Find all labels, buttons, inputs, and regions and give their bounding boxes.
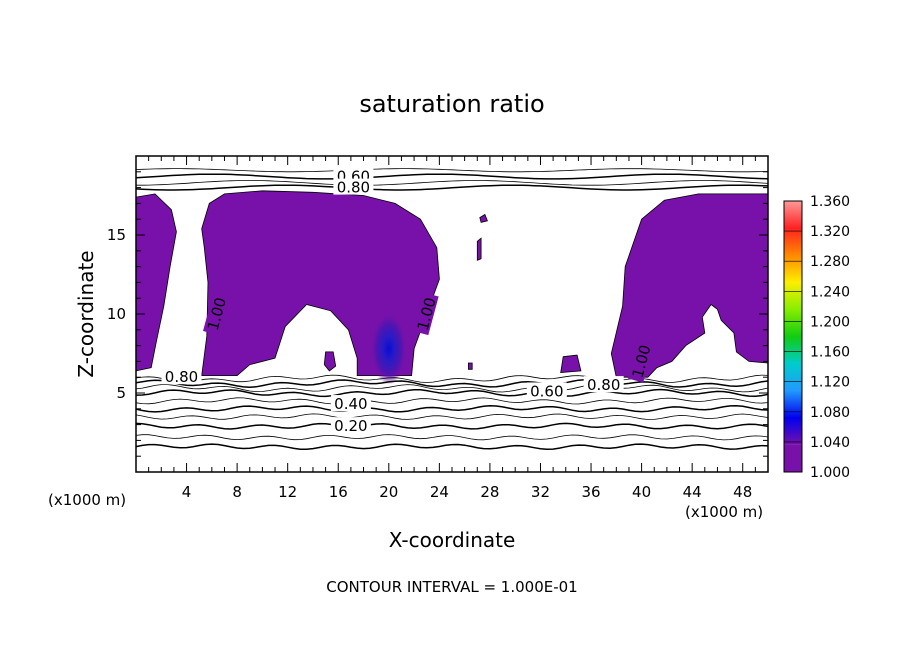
x-axis-ticks: 4 8 12 16 20 24 28 32 36 40 44 48 <box>148 156 756 501</box>
isoline-13 <box>136 168 768 173</box>
isoline-1 <box>136 434 768 441</box>
x-tick-label: 12 <box>278 483 297 501</box>
x-tick-label: 20 <box>379 483 398 501</box>
z-units-label: (x1000 m) <box>48 491 126 509</box>
x-tick-label: 36 <box>581 483 600 501</box>
colorbar-label: 1.120 <box>810 375 850 391</box>
contour-labels: 0.600.801.00 1.001.000.800.60 0.800.400.20 <box>161 167 655 435</box>
isoline-11 <box>136 180 768 186</box>
y-tick-label: 10 <box>107 305 126 323</box>
x-axis-label: X-coordinate <box>389 528 516 552</box>
contour-label-text: 0.80 <box>587 376 620 394</box>
y-axis-label: Z-coordinate <box>74 250 98 377</box>
contour-label-1: 0.80 <box>333 178 374 197</box>
contour-label-text: 0.40 <box>334 395 367 413</box>
x-tick-label: 32 <box>531 483 550 501</box>
y-tick-label: 5 <box>116 384 126 402</box>
isoline-12 <box>136 173 768 180</box>
isoline-5 <box>136 397 768 405</box>
plot-area: 0.600.801.00 1.001.000.800.60 0.800.400.20 <box>136 156 768 472</box>
colorbar: 1.360 1.320 1.280 1.240 1.200 1.160 1.120 1.080… <box>783 194 850 481</box>
x-units-label: (x1000 m) <box>685 503 763 521</box>
contour-label-4: 1.00 <box>627 339 655 383</box>
x-tick-label: 24 <box>430 483 449 501</box>
contour-label-text: 0.80 <box>337 179 370 197</box>
contour-interval-footer: CONTOUR INTERVAL = 1.000E-01 <box>326 578 577 596</box>
colorbar-label: 1.240 <box>810 284 850 300</box>
x-tick-label: 8 <box>232 483 242 501</box>
contour-lines <box>136 168 768 451</box>
supersat-region-7 <box>610 193 768 378</box>
supersat-region-6 <box>467 362 473 370</box>
isoline-2 <box>136 422 768 430</box>
contour-label-text: 0.80 <box>165 368 198 386</box>
contour-label-9: 0.20 <box>330 417 371 435</box>
supersaturation-peak <box>370 312 407 385</box>
colorbar-label: 1.280 <box>810 254 850 270</box>
x-tick-label: 48 <box>733 483 752 501</box>
x-tick-label: 44 <box>683 483 702 501</box>
y-tick-label: 15 <box>107 226 126 244</box>
colorbar-label: 1.360 <box>810 194 850 210</box>
x-tick-label: 28 <box>480 483 499 501</box>
supersat-region-0 <box>136 193 177 372</box>
colorbar-label: 1.200 <box>810 314 850 330</box>
isoline-9 <box>136 374 768 383</box>
colorbar-label: 1.160 <box>810 345 850 361</box>
contour-label-text: 0.20 <box>334 417 367 435</box>
isoline-7 <box>136 384 768 393</box>
supersat-region-2 <box>323 351 337 372</box>
isoline-8 <box>136 378 768 389</box>
colorbar-label: 1.080 <box>810 405 850 421</box>
isoline-3 <box>136 413 768 420</box>
isoline-4 <box>136 404 768 413</box>
colorbar-label: 1.320 <box>810 224 850 240</box>
colorbar-label: 1.000 <box>810 465 850 481</box>
contour-label-text: 0.60 <box>530 382 563 400</box>
colorbar-bottom-swatch <box>784 444 802 472</box>
isoline-6 <box>136 388 768 398</box>
chart-title: saturation ratio <box>359 90 544 118</box>
supersat-region-5 <box>560 354 582 373</box>
contour-label-7: 0.80 <box>583 376 624 394</box>
isoline-0 <box>136 443 768 451</box>
contour-label-8: 0.40 <box>330 395 371 413</box>
x-tick-label: 40 <box>632 483 651 501</box>
contour-label-5: 0.80 <box>161 368 202 386</box>
contour-label-6: 0.60 <box>526 382 567 400</box>
supersat-region-4 <box>476 237 482 261</box>
x-tick-label: 16 <box>329 483 348 501</box>
colorbar-label: 1.040 <box>810 435 850 451</box>
y-axis-ticks: 5 10 15 <box>107 171 768 457</box>
isoline-10 <box>136 184 768 191</box>
colorbar-gradient <box>784 201 802 445</box>
x-tick-label: 4 <box>182 483 192 501</box>
supersat-region-3 <box>479 213 488 223</box>
